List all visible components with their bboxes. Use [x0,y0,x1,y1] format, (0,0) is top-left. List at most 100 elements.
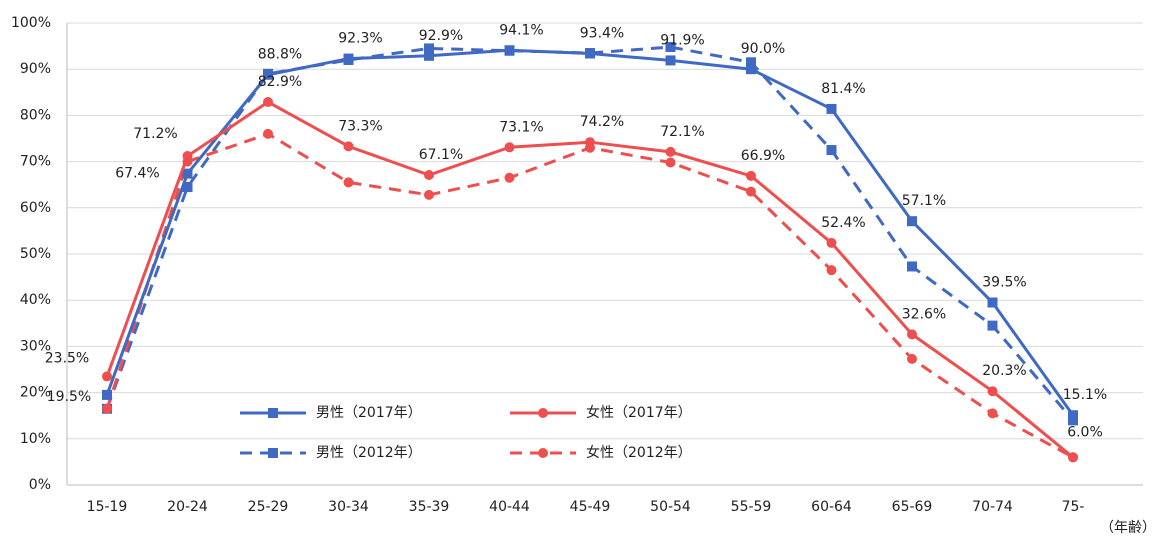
data-label: 88.8% [258,47,302,63]
marker [343,141,354,152]
legend-marker [268,408,278,418]
marker [826,265,837,276]
marker [987,297,998,308]
marker [665,55,676,66]
marker [907,261,917,272]
data-label: 94.1% [499,22,543,38]
y-tick-label: 50% [20,246,51,262]
y-tick-label: 40% [20,292,51,308]
data-label: 74.2% [580,114,624,130]
data-label: 93.4% [580,25,624,41]
data-label: 92.9% [419,28,463,44]
marker [1068,452,1078,463]
legend-marker [538,448,548,458]
marker [102,371,112,382]
marker [907,216,917,227]
x-tick-label: 65-69 [892,499,933,515]
y-tick-label: 20% [20,385,51,401]
x-tick-label: 75- [1062,499,1085,515]
data-label: 72.1% [660,124,704,140]
marker [504,172,515,183]
marker [1068,415,1078,426]
x-tick-label: 45-49 [570,499,611,515]
marker [182,168,193,179]
y-tick-label: 10% [20,431,51,447]
marker [987,320,998,331]
data-label: 67.1% [419,147,463,163]
x-tick-label: 40-44 [489,499,530,515]
marker [665,42,676,53]
data-label: 67.4% [115,166,159,182]
marker [826,103,837,114]
marker [907,353,917,364]
y-tick-label: 0% [29,477,51,493]
marker [907,329,917,340]
marker [263,128,273,139]
y-tick-label: 30% [20,338,51,354]
x-tick-label: 35-39 [409,499,450,515]
y-tick-label: 80% [20,107,51,123]
marker [263,97,273,108]
x-unit-label: （年齢） [1100,520,1156,536]
marker [826,145,837,156]
marker [102,403,112,414]
data-label: 73.3% [338,118,382,134]
data-label: 90.0% [741,41,785,57]
x-tick-label: 25-29 [248,499,289,515]
series-line [105,45,1075,422]
data-label: 23.5% [45,350,89,366]
data-label: 32.6% [902,306,946,322]
data-label: 91.9% [660,32,704,48]
data-label: 19.5% [47,389,91,405]
data-label: 39.5% [982,275,1026,291]
marker [424,50,434,61]
data-label: 20.3% [982,363,1026,379]
data-label: 57.1% [902,193,946,209]
legend-marker [538,408,548,418]
y-tick-label: 90% [20,61,51,77]
data-label: 66.9% [741,148,785,164]
marker [746,186,756,197]
marker [987,408,998,419]
y-tick-label: 60% [20,200,51,216]
marker [343,177,354,188]
legend-label: 男性（2017年） [316,405,422,421]
marker [424,189,434,200]
marker [343,53,354,64]
data-label: 73.1% [499,119,543,135]
legend-label: 男性（2012年） [316,445,422,461]
series-line [105,48,1075,417]
marker [746,170,756,181]
x-tick-label: 15-19 [87,499,128,515]
marker [585,48,595,59]
marker [746,57,756,68]
x-tick-label: 55-59 [731,499,772,515]
x-tick-label: 60-64 [811,499,852,515]
x-tick-label: 20-24 [167,499,208,515]
marker [263,69,273,80]
legend-label: 女性（2017年） [586,404,692,421]
marker [585,137,595,148]
data-label: 52.4% [821,215,865,231]
data-label: 92.3% [338,31,382,47]
marker [424,169,434,180]
data-label: 6.0% [1067,424,1103,440]
data-label: 82.9% [258,74,302,90]
legend-label: 女性（2012年） [586,444,692,461]
data-label: 15.1% [1063,387,1107,403]
marker [1068,410,1078,421]
marker [665,146,676,157]
data-label: 71.2% [133,126,177,142]
data-label: 81.4% [821,81,865,97]
marker [826,237,837,248]
marker [987,386,998,397]
legend-marker [268,448,278,458]
marker [504,142,515,153]
y-tick-label: 100% [11,15,51,31]
y-tick-label: 70% [20,154,51,170]
x-tick-label: 70-74 [972,499,1013,515]
marker [182,151,193,162]
marker [424,43,434,54]
marker [665,157,676,168]
